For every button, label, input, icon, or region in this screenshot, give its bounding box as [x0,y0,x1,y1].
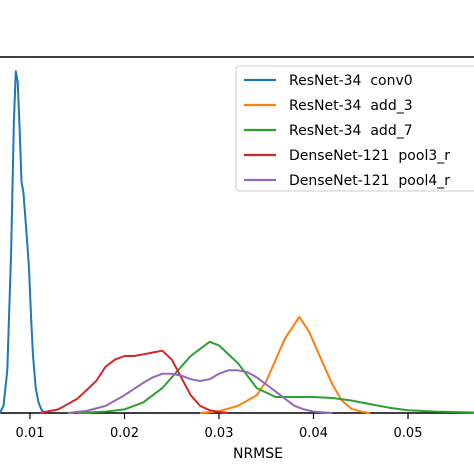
series-line-2 [77,340,474,414]
x-tick-label: 0.04 [299,426,328,441]
legend-label-4: DenseNet-121 pool4_r [289,173,450,189]
legend-label-3: DenseNet-121 pool3_r [289,148,450,164]
series-line-3 [39,349,229,414]
legend-label-2: ResNet-34 add_7 [289,123,413,139]
legend: ResNet-34 conv0 ResNet-34 add_3 ResNet-34 … [235,65,474,192]
x-axis-ticks: 0.01 0.02 0.03 0.04 0.05 [16,413,423,441]
series-line-0 [0,70,45,414]
x-tick-label: 0.02 [110,426,139,441]
x-axis-label: NRMSE [233,446,283,462]
series-layer [0,70,474,414]
x-tick-label: 0.03 [205,426,234,441]
legend-label-0: ResNet-34 conv0 [289,73,413,89]
legend-label-1: ResNet-34 add_3 [289,98,413,114]
x-tick-label: 0.01 [16,426,45,441]
x-tick-label: 0.05 [394,426,423,441]
legend-box [235,65,474,192]
series-line-4 [67,369,333,414]
series-line-1 [200,315,371,414]
